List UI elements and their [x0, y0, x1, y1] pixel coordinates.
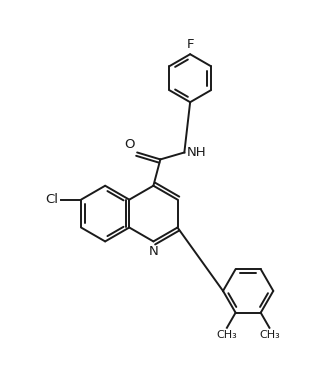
Text: N: N [148, 245, 158, 258]
Text: Cl: Cl [46, 193, 59, 206]
Text: CH₃: CH₃ [216, 330, 237, 341]
Text: CH₃: CH₃ [259, 330, 280, 341]
Text: O: O [124, 138, 134, 151]
Text: NH: NH [187, 146, 206, 159]
Text: F: F [186, 38, 194, 51]
